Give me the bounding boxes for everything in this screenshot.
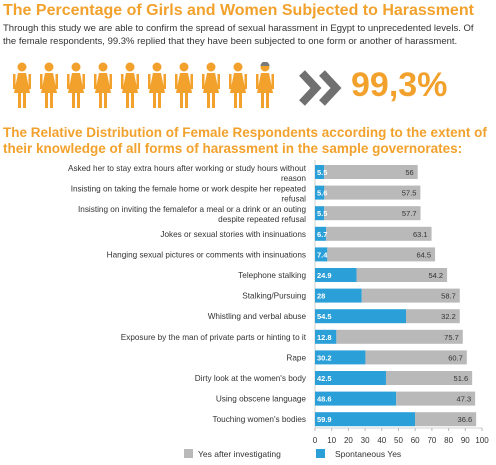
x-tick-label: 20 [344, 436, 353, 445]
category-label: Hanging sexual pictures or comments with… [107, 250, 306, 259]
bar-spontaneous-yes [315, 247, 328, 262]
data-label-spontaneous: 5.5 [317, 209, 327, 218]
data-label-spontaneous: 5.5 [317, 168, 327, 177]
woman-figure-icon [121, 62, 139, 108]
women-icons-row [13, 62, 274, 108]
woman-figure-icon [67, 62, 85, 108]
data-label-investigating: 51.6 [454, 374, 469, 383]
category-label: Rape [286, 353, 306, 362]
bar-yes-after-investigating [324, 185, 421, 200]
woman-figure-icon [202, 62, 220, 108]
x-tick-label: 10 [327, 436, 336, 445]
data-label-spontaneous: 30.2 [317, 353, 332, 362]
bar-spontaneous-yes [315, 329, 337, 344]
category-label: Touching women's bodies [213, 415, 307, 424]
data-label-spontaneous: 12.8 [317, 333, 332, 342]
data-label-investigating: 32.2 [441, 312, 456, 321]
stacked-bar-chart: 5.5 56 Asked her to stay extra hours after… [68, 160, 489, 459]
category-label: Insisting on inviting the femalefor a me… [78, 205, 306, 224]
legend-swatch-spontaneous [316, 449, 325, 458]
bar-spontaneous-yes [315, 371, 386, 385]
category-label: Telephone stalking [238, 271, 306, 280]
percentage-value: 99,3% [351, 66, 448, 104]
bar-spontaneous-yes [315, 391, 397, 406]
data-label-investigating: 60.7 [448, 353, 463, 362]
data-label-spontaneous: 54.5 [317, 312, 332, 321]
data-label-spontaneous: 24.9 [317, 271, 332, 280]
bar-yes-after-investigating [324, 206, 421, 221]
data-label-spontaneous: 6.7 [317, 230, 327, 239]
bar-spontaneous-yes [315, 288, 362, 303]
intro-text: Through this study we are able to confir… [3, 23, 474, 47]
double-chevron-icon [299, 70, 342, 106]
bar-spontaneous-yes [315, 185, 325, 200]
x-tick-label: 30 [361, 436, 370, 445]
x-tick-label: 0 [313, 436, 318, 445]
bar-yes-after-investigating [396, 391, 476, 406]
data-label-investigating: 57.7 [402, 209, 417, 218]
data-label-investigating: 54.2 [428, 271, 443, 280]
woman-figure-icon [13, 62, 31, 108]
data-label-investigating: 36.6 [458, 415, 473, 424]
bar-yes-after-investigating [415, 412, 477, 427]
x-tick-label: 40 [377, 436, 386, 445]
category-label: Insisting on taking the female home or w… [71, 185, 307, 204]
category-label: Stalking/Pursuing [242, 292, 306, 301]
data-label-investigating: 47.3 [457, 395, 472, 404]
bar-spontaneous-yes [315, 165, 325, 179]
x-tick-label: 50 [394, 436, 403, 445]
bar-yes-after-investigating [356, 268, 448, 282]
bar-yes-after-investigating [365, 350, 467, 365]
bar-spontaneous-yes [315, 206, 325, 221]
category-label: Dirty look at the women's body [195, 374, 307, 383]
x-tick-label: 100 [475, 436, 489, 445]
data-label-spontaneous: 7.4 [317, 250, 328, 259]
bar-spontaneous-yes [315, 412, 416, 427]
data-label-investigating: 57.5 [402, 189, 417, 198]
x-tick-label: 60 [411, 436, 420, 445]
data-label-investigating: 64.5 [416, 250, 431, 259]
woman-figure-icon [148, 62, 166, 108]
category-label: Whistling and verbal abuse [208, 312, 307, 321]
category-label: Exposure by the man of private parts or … [121, 333, 307, 342]
bar-yes-after-investigating [406, 309, 460, 324]
woman-figure-icon [229, 62, 247, 108]
bar-yes-after-investigating [326, 226, 432, 241]
data-label-spontaneous: 5.6 [317, 189, 327, 198]
page-title: The Percentage of Girls and Women Subjec… [3, 2, 474, 19]
x-tick-label: 90 [461, 436, 470, 445]
data-label-investigating: 58.7 [441, 292, 456, 301]
data-label-investigating: 56 [405, 168, 413, 177]
data-label-spontaneous: 59.9 [317, 415, 332, 424]
legend-label-investigating: Yes after investigating [198, 449, 281, 459]
bar-spontaneous-yes [315, 350, 366, 365]
category-label: Asked her to stay extra hours after work… [68, 164, 307, 183]
chart-title: The Relative Distribution of Female Resp… [3, 125, 487, 156]
bar-yes-after-investigating [361, 288, 460, 303]
data-label-investigating: 63.1 [413, 230, 428, 239]
data-label-spontaneous: 28 [317, 292, 325, 301]
bar-yes-after-investigating [327, 247, 436, 262]
woman-figure-icon [175, 62, 193, 108]
data-label-spontaneous: 48.6 [317, 395, 332, 404]
legend-label-spontaneous: Spontaneous Yes [335, 449, 401, 459]
category-label: Jokes or sexual stories with insinuation… [160, 230, 306, 239]
data-label-spontaneous: 42.5 [317, 374, 332, 383]
woman-figure-icon [256, 62, 274, 108]
bar-yes-after-investigating [336, 329, 463, 344]
x-tick-label: 70 [427, 436, 436, 445]
data-label-investigating: 75.7 [444, 333, 459, 342]
bar-spontaneous-yes [315, 309, 407, 324]
bar-spontaneous-yes [315, 226, 327, 241]
bar-yes-after-investigating [324, 165, 418, 179]
legend-swatch-investigating [184, 449, 193, 458]
woman-figure-icon [40, 62, 58, 108]
category-label: Using obscene language [216, 395, 307, 404]
bar-spontaneous-yes [315, 268, 357, 282]
woman-figure-icon [94, 62, 112, 108]
bar-yes-after-investigating [385, 371, 473, 385]
x-tick-label: 80 [444, 436, 453, 445]
